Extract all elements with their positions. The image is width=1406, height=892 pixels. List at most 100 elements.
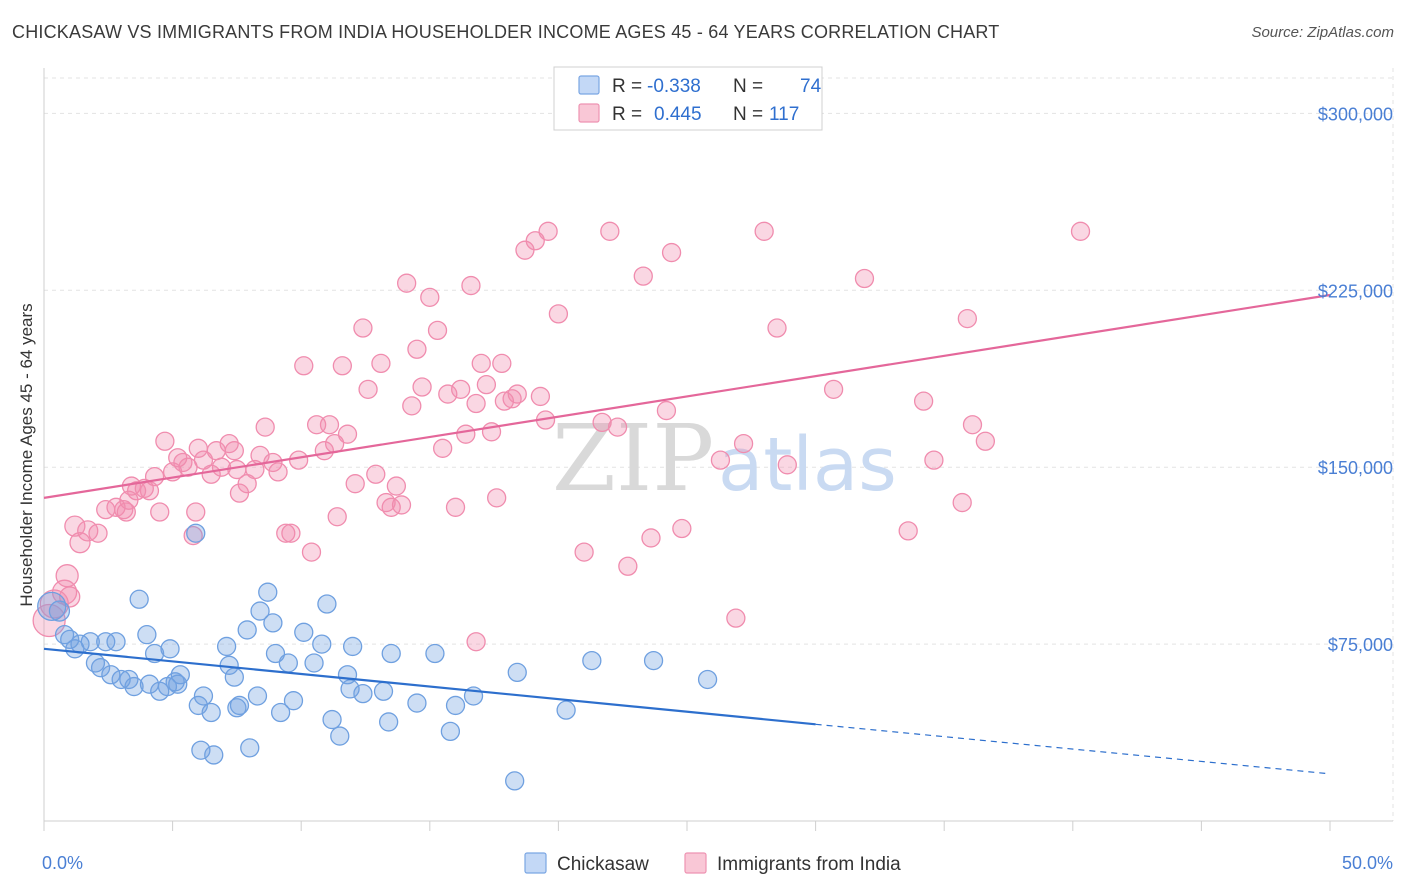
india-point-110 (957, 308, 977, 329)
india-point-82 (507, 384, 527, 404)
india-point-52 (337, 424, 358, 444)
chickasaw-point-14 (124, 676, 144, 697)
india-point-5 (64, 515, 86, 537)
chickasaw-point-60 (425, 643, 445, 664)
chickasaw-point-50 (322, 709, 342, 730)
india-point-99 (710, 450, 731, 470)
india-point-90 (592, 412, 612, 433)
india-points (32, 221, 1091, 652)
y-tick-label-1: $150,000 (1318, 458, 1393, 478)
india-point-85 (530, 386, 551, 407)
chickasaw-point-43 (270, 702, 291, 723)
india-point-43 (288, 450, 309, 470)
chickasaw-point-54 (342, 636, 363, 657)
india-point-98 (672, 518, 692, 539)
india-point-42 (281, 523, 301, 543)
chickasaw-point-47 (304, 653, 324, 673)
x-tick-label-min: 0.0% (42, 853, 83, 873)
india-point-92 (607, 417, 628, 437)
x-tick-label-max: 50.0% (1342, 853, 1393, 873)
india-point-45 (301, 542, 322, 562)
chickasaw-point-45 (283, 691, 304, 711)
india-point-6 (69, 532, 91, 554)
chickasaw-point-30 (204, 745, 224, 765)
india-point-84 (525, 231, 545, 251)
india-point-50 (327, 507, 347, 527)
legend-swatch-india (578, 103, 600, 123)
chickasaw-point-9 (96, 632, 116, 652)
india-point-75 (471, 353, 491, 374)
legend-n-label-chickasaw: N = (733, 76, 763, 97)
chickasaw-point-41 (263, 613, 283, 633)
trend-lines (43, 293, 1331, 775)
india-point-109 (924, 450, 944, 470)
india-point-8 (88, 523, 108, 543)
india-point-54 (353, 318, 373, 338)
india-point-78 (487, 488, 507, 508)
y-tick-labels: $75,000 $150,000 $225,000 $300,000 (1318, 104, 1393, 655)
chickasaw-point-65 (507, 662, 527, 683)
legend-n-label-india: N = (733, 104, 763, 125)
india-point-18 (144, 466, 165, 487)
chickasaw-points (37, 523, 718, 791)
india-point-51 (332, 356, 353, 376)
india-point-66 (420, 287, 440, 308)
source-credit: Source: ZipAtlas.com (1251, 24, 1394, 41)
chickasaw-point-68 (643, 650, 664, 671)
chickasaw-point-27 (193, 686, 214, 706)
india-point-95 (641, 528, 661, 548)
bottom-legend-label-india: Immigrants from India (717, 854, 901, 875)
legend-r-label-india: R = (612, 104, 642, 125)
y-tick-label-3: $300,000 (1318, 104, 1393, 124)
chickasaw-point-35 (229, 695, 250, 716)
india-point-89 (574, 542, 594, 562)
india-point-105 (823, 379, 844, 400)
india-point-112 (962, 415, 983, 435)
india-point-93 (618, 556, 638, 576)
india-point-114 (1070, 221, 1091, 241)
india-point-101 (733, 433, 754, 454)
legend-r-label-chickasaw: R = (612, 76, 642, 97)
chickasaw-point-21 (160, 639, 180, 659)
chickasaw-point-18 (144, 643, 165, 664)
bottom-legend-label-chickasaw: Chickasaw (557, 854, 649, 875)
india-point-20 (155, 431, 175, 451)
chickasaw-point-10 (106, 632, 126, 652)
india-point-79 (492, 353, 512, 374)
chickasaw-point-56 (373, 681, 394, 701)
india-point-88 (548, 304, 569, 324)
watermark-zip: ZIP (552, 405, 714, 512)
india-point-111 (952, 492, 972, 513)
india-point-72 (456, 424, 476, 444)
chickasaw-point-46 (294, 622, 314, 642)
top-legend: R = -0.338 N = 74 R = 0.445 N = 117 (553, 66, 823, 131)
india-point-55 (358, 379, 378, 400)
india-point-30 (211, 457, 232, 477)
chickasaw-point-44 (278, 653, 298, 673)
india-point-62 (397, 273, 417, 293)
india-point-74 (466, 393, 486, 414)
chickasaw-point-40 (258, 582, 278, 602)
india-point-104 (777, 455, 797, 475)
india-point-38 (255, 417, 275, 437)
chickasaw-point-57 (378, 712, 399, 732)
india-point-68 (433, 438, 453, 458)
india-point-71 (451, 379, 471, 400)
india-point-3 (55, 564, 79, 588)
india-point-70 (445, 497, 466, 517)
india-point-108 (913, 391, 934, 411)
chart-title: CHICKASAW VS IMMIGRANTS FROM INDIA HOUSE… (12, 22, 1000, 42)
india-point-102 (754, 221, 774, 241)
chickasaw-point-67 (582, 650, 602, 671)
chickasaw-point-34 (227, 698, 247, 718)
legend-n-value-india: 117 (769, 104, 799, 125)
india-point-12 (116, 502, 136, 522)
chickasaw-point-69 (697, 669, 718, 690)
india-trend-line (43, 293, 1331, 499)
chickasaw-point-3 (60, 629, 80, 650)
india-point-19 (150, 502, 170, 522)
india-point-115 (466, 632, 486, 652)
india-point-32 (224, 441, 244, 461)
india-point-103 (767, 318, 787, 338)
india-point-73 (461, 275, 481, 296)
